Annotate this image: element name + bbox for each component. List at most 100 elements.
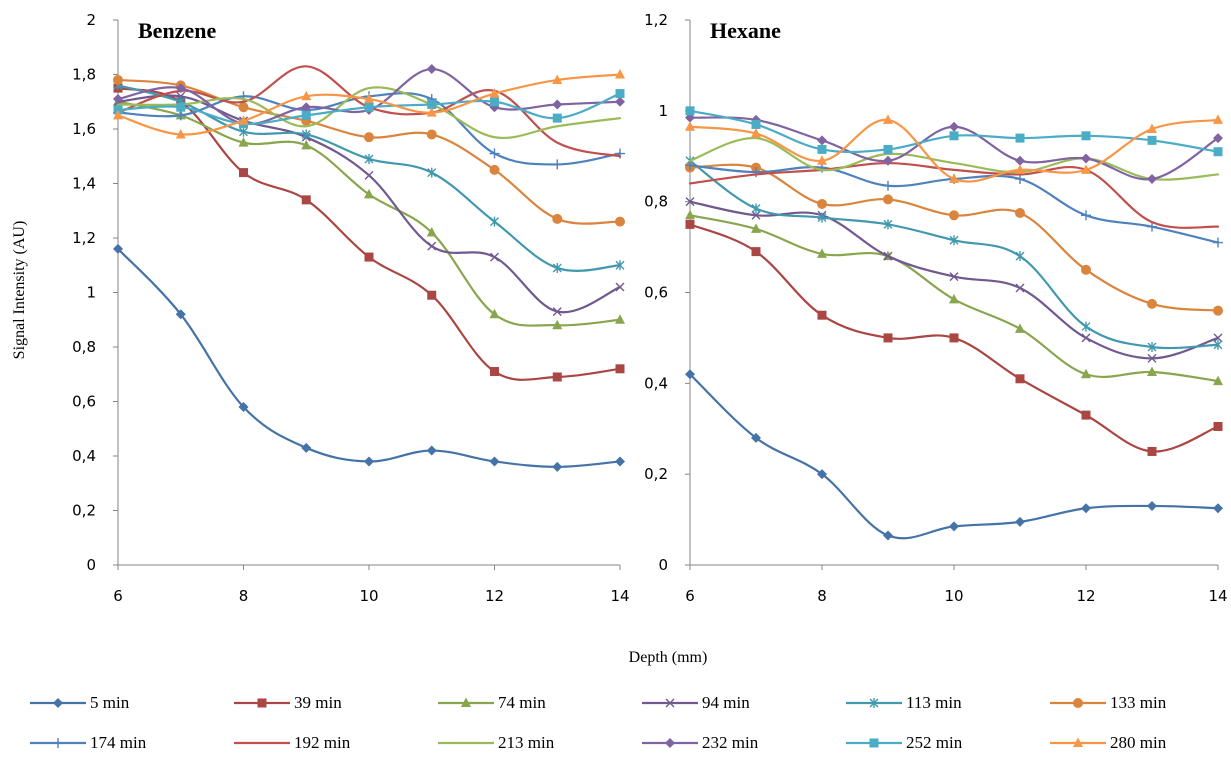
legend-label: 213 min bbox=[498, 733, 555, 752]
hexane-data-point-74-min bbox=[949, 293, 959, 304]
benzene-data-point-133-min bbox=[552, 213, 563, 224]
hexane-data-point-232-min bbox=[1015, 155, 1025, 166]
hexane-data-point-5-min bbox=[1015, 516, 1025, 527]
legend-label: 5 min bbox=[90, 693, 130, 712]
benzene-series-74-min bbox=[113, 96, 625, 330]
hexane-data-point-113-min bbox=[949, 235, 959, 246]
hexane-data-point-280-min bbox=[949, 173, 959, 183]
benzene-data-point-74-min bbox=[238, 137, 249, 147]
benzene-data-point-5-min bbox=[175, 309, 186, 320]
hexane-data-point-133-min bbox=[883, 194, 893, 205]
hexane-data-point-74-min bbox=[1147, 366, 1157, 376]
hexane-data-point-74-min bbox=[817, 248, 827, 258]
hexane-data-point-39-min bbox=[685, 219, 695, 229]
benzene-data-point-5-min bbox=[301, 442, 312, 453]
hexane-y-tick-label: 1,2 bbox=[644, 11, 668, 29]
legend-item-94-min: 94 min bbox=[642, 693, 750, 712]
hexane-data-point-94-min bbox=[751, 210, 761, 220]
hexane-y-tick-label: 1 bbox=[658, 102, 668, 120]
benzene-data-point-5-min bbox=[238, 401, 249, 412]
hexane-data-point-94-min bbox=[1015, 283, 1025, 293]
benzene-data-point-74-min bbox=[615, 314, 625, 324]
benzene-x-tick-label: 6 bbox=[113, 587, 123, 605]
hexane-data-point-252-min bbox=[817, 144, 827, 154]
legend-label: 94 min bbox=[702, 693, 750, 712]
benzene-data-point-113-min bbox=[615, 260, 625, 271]
benzene-data-point-133-min bbox=[426, 129, 437, 140]
hexane-data-point-39-min bbox=[817, 310, 827, 320]
hexane-series-252-min bbox=[685, 106, 1223, 157]
benzene-series-line-5-min bbox=[116, 247, 622, 468]
hexane-series-280-min bbox=[685, 114, 1223, 183]
benzene-data-point-39-min bbox=[301, 195, 311, 205]
benzene-y-tick-label: 1 bbox=[86, 284, 96, 302]
benzene-data-point-280-min bbox=[113, 109, 123, 120]
benzene-data-point-252-min bbox=[427, 99, 437, 109]
hexane-data-point-133-min bbox=[1015, 208, 1025, 219]
legend-label: 113 min bbox=[906, 693, 962, 712]
hexane-data-point-39-min bbox=[1015, 374, 1025, 384]
benzene-data-point-39-min bbox=[427, 290, 437, 300]
legend-swatch-marker bbox=[665, 738, 675, 748]
benzene-data-point-232-min bbox=[552, 99, 563, 110]
benzene-y-tick-label: 0 bbox=[86, 556, 96, 574]
hexane-data-point-133-min bbox=[817, 198, 827, 209]
benzene-data-point-94-min bbox=[427, 241, 437, 251]
benzene-data-point-94-min bbox=[615, 282, 625, 292]
hexane-data-point-280-min bbox=[1081, 164, 1091, 174]
hexane-panel-title: Hexane bbox=[710, 18, 781, 43]
hexane-data-point-113-min bbox=[1081, 321, 1091, 332]
hexane-data-point-280-min bbox=[1213, 114, 1223, 124]
hexane-x-tick-label: 6 bbox=[685, 587, 695, 605]
hexane-data-point-252-min bbox=[1015, 133, 1025, 143]
hexane-data-point-174-min bbox=[883, 180, 893, 191]
legend-label: 232 min bbox=[702, 733, 759, 752]
legend-label: 133 min bbox=[1110, 693, 1167, 712]
hexane-data-point-5-min bbox=[1081, 503, 1091, 514]
benzene-data-point-280-min bbox=[489, 88, 500, 98]
benzene-data-point-74-min bbox=[301, 139, 312, 150]
hexane-data-point-232-min bbox=[883, 155, 893, 166]
hexane-data-point-74-min bbox=[1015, 323, 1025, 333]
hexane-data-point-39-min bbox=[1081, 410, 1091, 420]
x-axis-label: Depth (mm) bbox=[629, 649, 708, 666]
hexane-series-133-min bbox=[685, 162, 1223, 316]
hexane-data-point-252-min bbox=[1213, 147, 1223, 157]
benzene-data-point-280-min bbox=[615, 69, 625, 79]
hexane-series-113-min bbox=[685, 155, 1223, 352]
benzene-y-tick-label: 0,4 bbox=[72, 447, 96, 465]
hexane-data-point-113-min bbox=[751, 203, 761, 214]
hexane-data-point-232-min bbox=[817, 135, 827, 146]
hexane-data-point-94-min bbox=[685, 197, 695, 207]
hexane-data-point-252-min bbox=[685, 106, 695, 116]
legend-swatch-marker bbox=[665, 698, 675, 708]
hexane-data-point-280-min bbox=[1015, 164, 1025, 174]
hexane-data-point-39-min bbox=[883, 333, 893, 343]
legend-item-252-min: 252 min bbox=[846, 733, 963, 752]
hexane-x-tick-label: 12 bbox=[1076, 587, 1095, 605]
hexane-data-point-39-min bbox=[1213, 421, 1223, 431]
legend-swatch-marker bbox=[53, 698, 63, 708]
legend-swatch-marker bbox=[869, 698, 879, 708]
benzene-data-point-39-min bbox=[239, 168, 248, 178]
hexane-data-point-280-min bbox=[817, 155, 827, 165]
legend: 5 min 39 min 74 min 94 min 113 min 133 min 174… bbox=[30, 693, 1167, 752]
benzene-data-point-280-min bbox=[426, 107, 437, 117]
benzene-y-tick-label: 1,2 bbox=[72, 229, 96, 247]
benzene-data-point-113-min bbox=[552, 262, 562, 273]
hexane-series-39-min bbox=[685, 219, 1223, 456]
hexane-data-point-232-min bbox=[1081, 153, 1091, 164]
legend-swatch-marker bbox=[461, 697, 471, 707]
benzene-data-point-113-min bbox=[490, 216, 499, 227]
hexane-x-tick-label: 14 bbox=[1208, 587, 1227, 605]
benzene-x-tick-label: 10 bbox=[359, 587, 378, 605]
hexane-y-tick-label: 0,8 bbox=[644, 193, 668, 211]
benzene-data-point-39-min bbox=[364, 252, 374, 262]
benzene-data-point-252-min bbox=[176, 102, 186, 112]
hexane-data-point-5-min bbox=[949, 521, 959, 532]
hexane-data-point-252-min bbox=[1081, 131, 1091, 141]
benzene-y-tick-label: 0,2 bbox=[72, 502, 96, 520]
hexane-data-point-232-min bbox=[1213, 133, 1223, 144]
benzene-y-tick-label: 1,4 bbox=[72, 175, 96, 193]
legend-item-232-min: 232 min bbox=[642, 733, 759, 752]
